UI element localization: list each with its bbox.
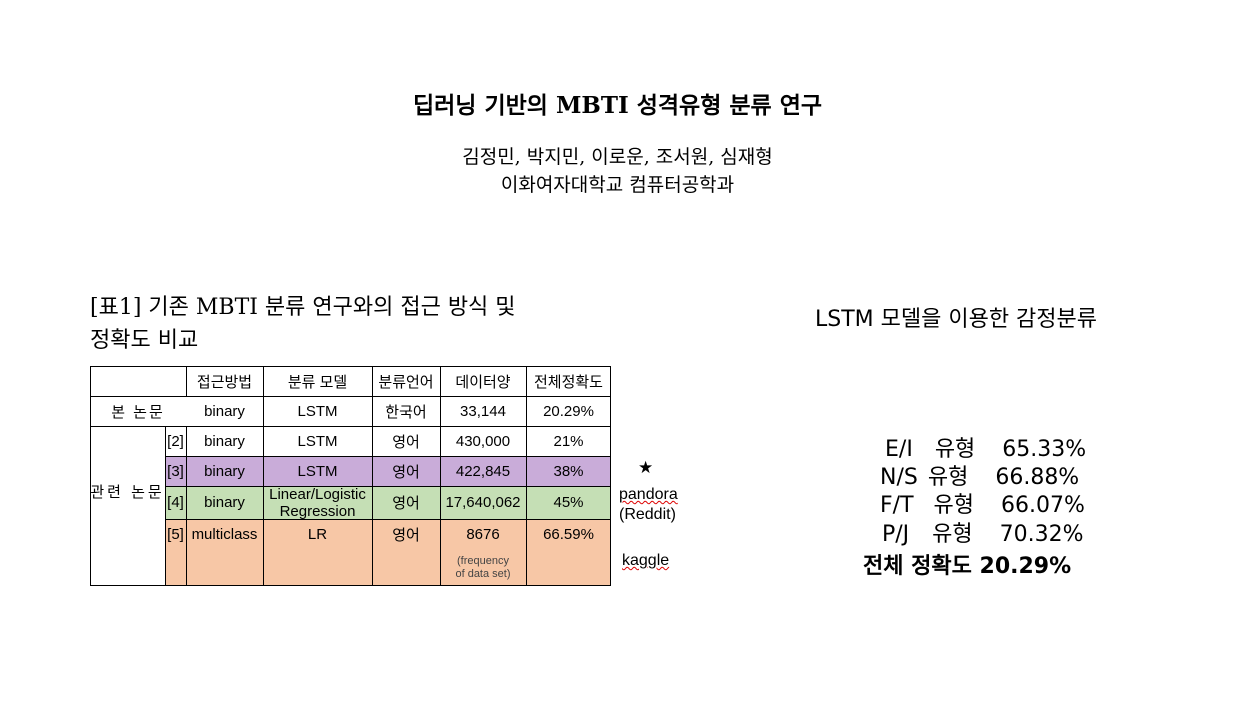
table-cell: binary <box>204 494 245 511</box>
stat-dim: N/S <box>880 465 918 490</box>
table-cell: 66.59% <box>543 525 594 543</box>
reddit-label: (Reddit) <box>619 506 676 523</box>
table-border <box>90 426 611 427</box>
stat-value: 66.07% <box>1001 493 1085 518</box>
table-border <box>165 519 611 520</box>
table-cell: LSTM <box>297 432 338 450</box>
table-border <box>90 585 611 586</box>
table-border <box>440 366 441 586</box>
header-data-size: 데이터양 <box>455 373 511 391</box>
table-border <box>610 366 611 586</box>
table-cell: 21% <box>553 432 584 450</box>
ref-number: [2] <box>167 432 184 450</box>
star-icon: ★ <box>638 458 654 477</box>
stat-dim: F/T <box>880 493 914 518</box>
table-border <box>90 366 91 586</box>
table-cell: 8676 <box>466 525 500 543</box>
table-cell: 430,000 <box>455 432 511 450</box>
author-names: 김정민, 박지민, 이로운, 조서원, 심재형 <box>462 146 773 168</box>
table-border <box>186 366 187 396</box>
pandora-note: pandora (Reddit) <box>619 485 678 525</box>
table-border <box>165 486 611 487</box>
header-language: 분류언어 <box>378 373 434 391</box>
table-cell: binary <box>204 462 245 480</box>
ref-number: [5] <box>167 525 184 543</box>
stat-ft: F/T 유형 66.07% <box>866 462 1085 519</box>
stat-ei: E/I 유형 65.33% <box>871 406 1086 463</box>
table-cell: 17,640,062 <box>445 494 521 511</box>
table-cell: LSTM <box>297 462 338 480</box>
table-border <box>90 396 611 397</box>
table-cell: 한국어 <box>385 403 427 421</box>
data-note-line2: of data set) <box>455 568 511 580</box>
table-cell: LR <box>307 525 328 543</box>
table-border <box>165 456 611 457</box>
table-border <box>186 426 187 586</box>
row-highlight-3 <box>165 456 611 486</box>
stat-label: 유형 <box>932 522 973 547</box>
header-method: 접근방법 <box>196 373 253 391</box>
stat-value: 65.33% <box>1002 437 1087 462</box>
stat-value: 70.32% <box>999 522 1084 547</box>
header-accuracy: 전체정확도 <box>533 373 603 391</box>
stat-label: 유형 <box>933 493 974 518</box>
header-model: 분류 모델 <box>287 373 348 391</box>
pandora-label: pandora <box>619 486 678 503</box>
table-cell: 영어 <box>392 495 420 512</box>
table-border <box>90 366 611 367</box>
stat-dim: E/I <box>885 437 913 462</box>
row-highlight-4 <box>165 486 611 519</box>
table-cell: 33,144 <box>460 402 506 420</box>
table-caption-line1: [표1] 기존 MBTI 분류 연구와의 접근 방식 및 <box>90 295 516 320</box>
table-cell: binary <box>204 432 245 450</box>
author-block: 김정민, 박지민, 이로운, 조서원, 심재형 이화여자대학교 컴퓨터공학과 <box>0 143 1235 199</box>
table-cell: 38% <box>553 462 584 480</box>
ref-number: [3] <box>167 462 184 480</box>
table-cell: 45% <box>553 494 584 511</box>
table-cell: 422,845 <box>455 462 511 480</box>
comparison-table: 접근방법 분류 모델 분류언어 데이터양 전체정확도 본 논문 binary L… <box>90 366 611 586</box>
this-paper-label: 본 논문 <box>111 403 165 421</box>
stat-value: 66.88% <box>995 465 1080 490</box>
related-papers-label: 관련 논문 <box>90 483 165 501</box>
table-border <box>263 366 264 586</box>
overall-accuracy: 전체 정확도 20.29% <box>863 554 1072 579</box>
stat-label: 유형 <box>927 465 969 490</box>
model-line1: Linear/Logistic <box>269 485 366 503</box>
row-highlight-5 <box>165 519 611 586</box>
table-cell: 20.29% <box>543 402 594 420</box>
stat-label: 유형 <box>934 437 976 462</box>
affiliation: 이화여자대학교 컴퓨터공학과 <box>500 174 735 196</box>
table-cell: 영어 <box>392 463 420 481</box>
table-cell: 영어 <box>392 526 420 544</box>
model-line2: Regression <box>279 502 356 520</box>
ref-number: [4] <box>167 494 184 511</box>
table-cell: LSTM <box>297 402 338 420</box>
stat-ns: N/S 유형 66.88% <box>866 434 1079 491</box>
table-border <box>526 366 527 586</box>
paper-title: 딥러닝 기반의 MBTI 성격유형 분류 연구 <box>412 92 823 119</box>
data-note: (frequency of data set) <box>440 552 526 584</box>
stat-pj: P/J 유형 70.32% <box>868 491 1084 548</box>
table-border <box>372 366 373 586</box>
table-border <box>165 426 166 586</box>
lstm-section-title: LSTM 모델을 이용한 감정분류 <box>815 307 1098 332</box>
table-cell: binary <box>204 402 245 420</box>
table-caption-line2: 정확도 비교 <box>90 328 199 353</box>
table-caption: [표1] 기존 MBTI 분류 연구와의 접근 방식 및 정확도 비교 <box>90 291 650 357</box>
kaggle-note: kaggle <box>622 552 670 569</box>
data-note-line1: (frequency <box>457 555 509 567</box>
stat-dim: P/J <box>882 522 910 547</box>
table-cell: Linear/Logistic Regression <box>263 485 372 520</box>
table-cell: multiclass <box>191 525 258 543</box>
table-cell: 영어 <box>392 433 420 451</box>
